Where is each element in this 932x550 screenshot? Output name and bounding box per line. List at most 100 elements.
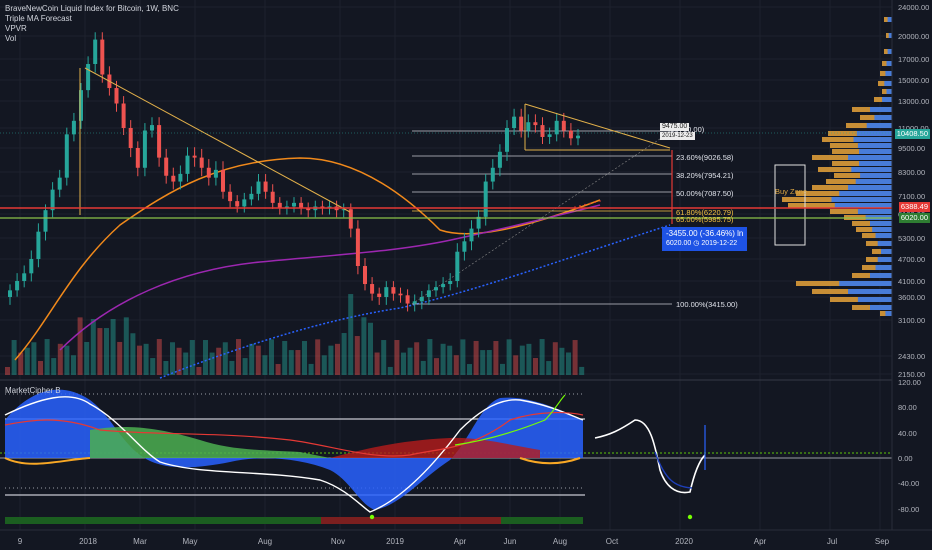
vpvr-row-blue: [882, 97, 892, 102]
candle-body: [547, 134, 552, 137]
volume-bar: [249, 343, 255, 375]
vpvr-row-blue: [870, 221, 892, 226]
legend-item-vol[interactable]: Vol: [5, 34, 17, 43]
osc-bar-red: [321, 517, 501, 524]
vpvr-row-blue: [870, 107, 892, 112]
buy-zone-box: [774, 164, 806, 246]
volume-bar: [473, 340, 479, 375]
time-tick: Apr: [754, 537, 767, 546]
volume-bar: [572, 340, 578, 375]
volume-bar: [354, 336, 360, 375]
candle-body: [213, 169, 218, 178]
volume-bar: [288, 350, 294, 375]
osc-tick: -40.00: [898, 479, 919, 488]
volume-bar: [275, 364, 281, 375]
volume-bar: [262, 355, 268, 375]
time-tick: 2020: [675, 537, 693, 546]
fib-label-65: 65.00%(5985.75): [676, 215, 734, 224]
price-tick: 15000.00: [898, 76, 929, 85]
price-tick: 11000.00: [898, 124, 929, 133]
vpvr-row-blue: [874, 115, 892, 120]
candle-body: [419, 297, 424, 302]
volume-bar: [374, 352, 380, 375]
volume-bar: [156, 339, 162, 375]
legend-title[interactable]: BraveNewCoin Liquid Index for Bitcoin, 1…: [5, 4, 179, 13]
osc-tick: 0.00: [898, 454, 913, 463]
volume-bar: [130, 333, 136, 375]
vpvr-row-blue: [884, 81, 892, 86]
candle-body: [519, 116, 524, 131]
price-tick: 2150.00: [898, 370, 925, 379]
volume-bar: [222, 342, 228, 375]
time-tick: Aug: [553, 537, 567, 546]
vpvr-row-blue: [870, 305, 892, 310]
vpvr-row-blue: [848, 155, 892, 160]
volume-bar: [77, 317, 83, 375]
legend-item-triple-ma[interactable]: Triple MA Forecast: [5, 14, 72, 23]
osc-bar-green1: [5, 517, 321, 524]
time-tick: 9: [18, 537, 23, 546]
candle-body: [199, 157, 204, 168]
candle-body: [476, 216, 481, 229]
volume-bar: [31, 342, 37, 375]
price-tick: 8300.00: [898, 168, 925, 177]
vpvr-row-blue: [853, 137, 892, 142]
volume-bar: [110, 318, 116, 375]
vpvr-row-blue: [886, 61, 892, 66]
candle-body: [57, 177, 62, 190]
candle-body: [348, 209, 353, 229]
forecast-dot: [599, 200, 601, 202]
candle-body: [448, 281, 453, 285]
vpvr-row-blue: [851, 167, 892, 172]
candle-body: [540, 125, 545, 137]
volume-bar: [11, 340, 17, 375]
volume-bar: [170, 342, 175, 375]
candle-body: [412, 301, 417, 304]
candle-body: [93, 39, 98, 65]
fib-label-236: 23.60%(9026.58): [676, 153, 734, 162]
measure-line1: -3455.00 (-36.46%) ln: [666, 229, 744, 238]
volume-bar: [486, 350, 492, 375]
candle-body: [377, 293, 382, 297]
fib-label-382: 38.20%(7954.21): [676, 171, 734, 180]
candle-body: [497, 151, 502, 168]
time-tick: Mar: [133, 537, 147, 546]
time-tick: Apr: [454, 537, 467, 546]
osc-bar-green2: [501, 517, 519, 524]
oscillator-pane: [0, 389, 892, 524]
time-tick: Sep: [875, 537, 890, 546]
vpvr-row-blue: [885, 71, 892, 76]
candle-body: [192, 155, 197, 158]
osc-yellow: [4, 457, 581, 465]
candle-body: [576, 135, 580, 139]
moving-averages: [14, 157, 671, 379]
vpvr-row-blue: [881, 249, 892, 254]
legend-item-vpvr[interactable]: VPVR: [5, 24, 27, 33]
candle-body: [398, 293, 403, 296]
oscillator-title[interactable]: MarketCipher B: [5, 386, 61, 395]
vpvr-row-blue: [870, 273, 892, 278]
volume-bar: [420, 360, 426, 375]
candle-body: [455, 251, 460, 281]
measure-date: 2019-12-22: [701, 240, 738, 247]
osc-green-line: [454, 394, 566, 446]
volume-bar: [302, 341, 307, 375]
volume-bar: [216, 347, 222, 375]
vpvr-row-blue: [875, 233, 892, 238]
candle-body: [277, 202, 282, 209]
candle-body: [490, 167, 495, 182]
osc-tick: 80.00: [898, 403, 917, 412]
green-level-tag: 6020.00: [898, 213, 930, 223]
volume-bar: [229, 360, 235, 375]
candle-body: [391, 287, 396, 294]
volume-bar: [566, 352, 571, 375]
vpvr-row-blue: [839, 191, 892, 196]
volume-bar: [183, 352, 189, 375]
candle-body: [22, 273, 27, 281]
price-tick: 17000.00: [898, 55, 929, 64]
volume-bar: [348, 294, 354, 375]
volume-bar: [440, 343, 446, 375]
price-tick: 3100.00: [898, 316, 925, 325]
chart-legend: BraveNewCoin Liquid Index for Bitcoin, 1…: [5, 4, 179, 44]
